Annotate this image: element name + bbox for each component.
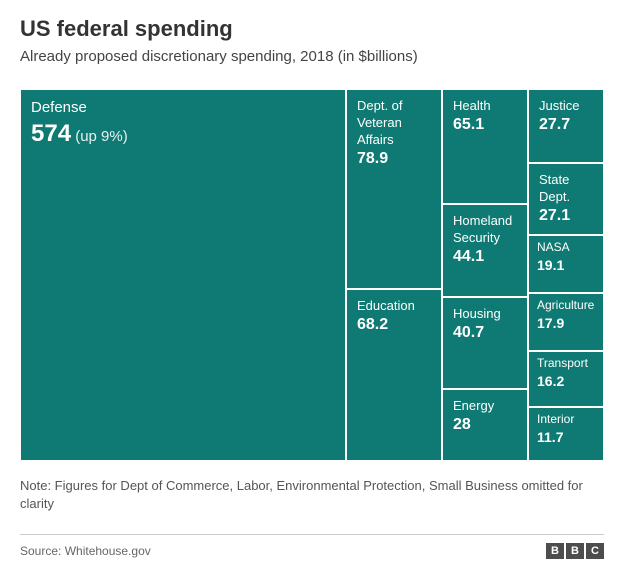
treemap-cell-energy: Energy28 — [442, 389, 528, 461]
chart-footer: Source: Whitehouse.gov BBC — [20, 534, 604, 559]
cell-value: 11.7 — [537, 429, 563, 445]
treemap-cell-agri: Agriculture17.9 — [528, 293, 604, 351]
treemap-cell-housing: Housing40.7 — [442, 297, 528, 389]
bbc-logo-block: B — [546, 543, 564, 559]
bbc-logo-block: B — [566, 543, 584, 559]
treemap-cell-state: State Dept.27.1 — [528, 163, 604, 235]
cell-label: Housing — [453, 306, 517, 323]
cell-label: Interior — [537, 412, 595, 428]
cell-value: 16.2 — [537, 373, 564, 389]
cell-value: 78.9 — [357, 150, 388, 167]
cell-value: 574 — [31, 120, 71, 147]
cell-label: Health — [453, 98, 517, 115]
cell-value: 65.1 — [453, 116, 484, 133]
treemap-cell-justice: Justice27.7 — [528, 89, 604, 163]
treemap-cell-va: Dept. of Veteran Affairs78.9 — [346, 89, 442, 289]
cell-label: Education — [357, 298, 431, 315]
bbc-logo-block: C — [586, 543, 604, 559]
source-text: Source: Whitehouse.gov — [20, 544, 151, 558]
cell-label: Dept. of Veteran Affairs — [357, 98, 431, 149]
bbc-logo: BBC — [546, 543, 604, 559]
chart-subtitle: Already proposed discretionary spending,… — [20, 48, 604, 65]
cell-value: 19.1 — [537, 257, 564, 273]
cell-value: 44.1 — [453, 248, 484, 265]
cell-value: 68.2 — [357, 316, 388, 333]
cell-label: State Dept. — [539, 172, 593, 206]
treemap-cell-homeland: Homeland Security44.1 — [442, 204, 528, 297]
cell-label: Homeland Security — [453, 213, 517, 247]
cell-value: 17.9 — [537, 315, 564, 331]
cell-label: Agriculture — [537, 298, 595, 314]
cell-value: 27.1 — [539, 207, 570, 224]
treemap-cell-health: Health65.1 — [442, 89, 528, 204]
cell-label: Defense — [31, 98, 335, 118]
cell-label: NASA — [537, 240, 595, 256]
cell-value: 28 — [453, 416, 471, 433]
treemap-cell-defense: Defense574 (up 9%) — [20, 89, 346, 461]
cell-value: 27.7 — [539, 116, 570, 133]
treemap-cell-education: Education68.2 — [346, 289, 442, 461]
treemap-container: Defense574 (up 9%)Dept. of Veteran Affai… — [20, 89, 604, 461]
cell-label: Justice — [539, 98, 593, 115]
treemap-cell-nasa: NASA19.1 — [528, 235, 604, 293]
cell-label: Transport — [537, 356, 595, 372]
cell-annotation: (up 9%) — [71, 128, 128, 145]
cell-value: 40.7 — [453, 324, 484, 341]
treemap-cell-interior: Interior11.7 — [528, 407, 604, 461]
chart-note: Note: Figures for Dept of Commerce, Labo… — [20, 477, 604, 512]
chart-title: US federal spending — [20, 16, 604, 42]
treemap-cell-transport: Transport16.2 — [528, 351, 604, 407]
cell-label: Energy — [453, 398, 517, 415]
